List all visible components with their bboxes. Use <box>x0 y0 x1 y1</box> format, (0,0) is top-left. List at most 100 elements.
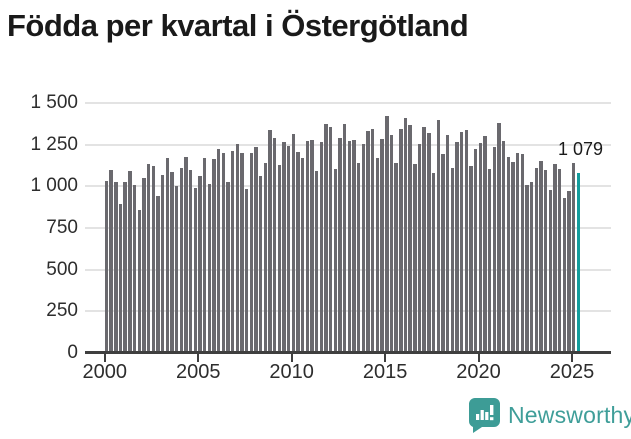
bar <box>216 149 221 353</box>
bar <box>529 182 534 353</box>
bar <box>179 168 183 353</box>
bar <box>511 161 515 353</box>
bar <box>553 164 557 353</box>
bar <box>473 149 478 353</box>
bar <box>319 141 324 353</box>
bar <box>193 188 197 353</box>
bar <box>240 153 244 353</box>
bar <box>160 174 165 353</box>
x-axis-tick-label: 2025 <box>549 361 595 383</box>
y-axis-tick-label: 1 500 <box>30 92 78 113</box>
bar <box>543 170 548 353</box>
bar <box>174 185 179 353</box>
bar <box>455 142 459 353</box>
bar <box>394 162 398 353</box>
bar <box>184 157 188 353</box>
bar <box>221 153 225 353</box>
bar <box>567 190 571 353</box>
bar <box>572 162 576 353</box>
bar <box>413 164 417 353</box>
bar <box>375 157 380 353</box>
bar <box>198 176 202 353</box>
bar <box>347 141 352 353</box>
bar <box>333 169 338 353</box>
bar <box>301 158 305 353</box>
bar <box>417 143 422 353</box>
bar <box>352 140 356 353</box>
bar <box>371 129 375 353</box>
bar <box>361 144 366 353</box>
x-axis-tick <box>571 354 573 362</box>
bar <box>132 185 137 353</box>
y-axis-tick-label: 1 000 <box>30 175 78 197</box>
bar <box>254 147 258 353</box>
bar <box>277 165 282 353</box>
bar <box>478 143 482 353</box>
bar <box>202 158 207 353</box>
bar <box>235 144 239 353</box>
bar <box>212 159 216 353</box>
bar <box>445 135 450 353</box>
bar <box>258 176 263 353</box>
highlighted-bar <box>576 173 581 353</box>
x-axis-tick <box>103 354 106 362</box>
bar <box>487 169 492 353</box>
bar <box>104 181 109 353</box>
bar <box>520 154 524 353</box>
bar <box>357 162 361 353</box>
x-axis-tick <box>384 354 387 362</box>
bar <box>188 169 193 353</box>
bar <box>305 141 310 353</box>
bar <box>403 118 408 353</box>
bar <box>343 124 347 353</box>
bar <box>315 171 319 353</box>
x-axis-tick-label: 2005 <box>175 361 221 383</box>
bar <box>263 162 268 353</box>
y-axis-tick-label: 750 <box>46 217 78 238</box>
newsworthy-logo-icon <box>468 397 501 433</box>
bar <box>385 116 389 353</box>
bar <box>329 127 333 353</box>
bar <box>422 126 426 353</box>
bar <box>450 167 454 353</box>
x-axis-tick-label: 2010 <box>269 361 314 383</box>
bar <box>324 124 328 353</box>
brand-footer[interactable]: Newsworthy <box>468 397 631 433</box>
bar <box>291 134 296 353</box>
bar <box>137 209 141 353</box>
x-axis-tick-label: 2015 <box>362 361 408 383</box>
bar <box>534 167 538 353</box>
bar <box>525 184 529 353</box>
bar <box>366 131 370 353</box>
newsworthy-wordmark: Newsworthy <box>508 401 631 428</box>
y-axis-tick-label: 1 250 <box>30 133 78 155</box>
bar <box>226 182 230 353</box>
bar <box>562 197 567 353</box>
bar <box>207 183 211 353</box>
bar <box>436 120 440 353</box>
bar <box>249 153 254 353</box>
x-axis-tick-label: 2020 <box>456 361 501 383</box>
bar <box>399 129 403 353</box>
gridline <box>85 102 611 104</box>
bar <box>114 181 118 353</box>
chart-title: Födda per kvartal i Östergötland <box>7 8 469 43</box>
bar <box>408 125 412 353</box>
bar <box>151 166 155 353</box>
bar <box>296 151 300 353</box>
bar <box>492 146 496 353</box>
bar <box>431 172 436 353</box>
bar <box>515 152 520 353</box>
bar <box>459 131 464 353</box>
bar <box>123 181 127 353</box>
bar <box>109 170 113 353</box>
bar <box>128 171 132 353</box>
bar <box>557 169 562 353</box>
bar <box>142 178 146 353</box>
bar <box>170 172 174 353</box>
bar <box>287 146 291 353</box>
bar <box>539 161 543 353</box>
bar <box>310 140 314 353</box>
